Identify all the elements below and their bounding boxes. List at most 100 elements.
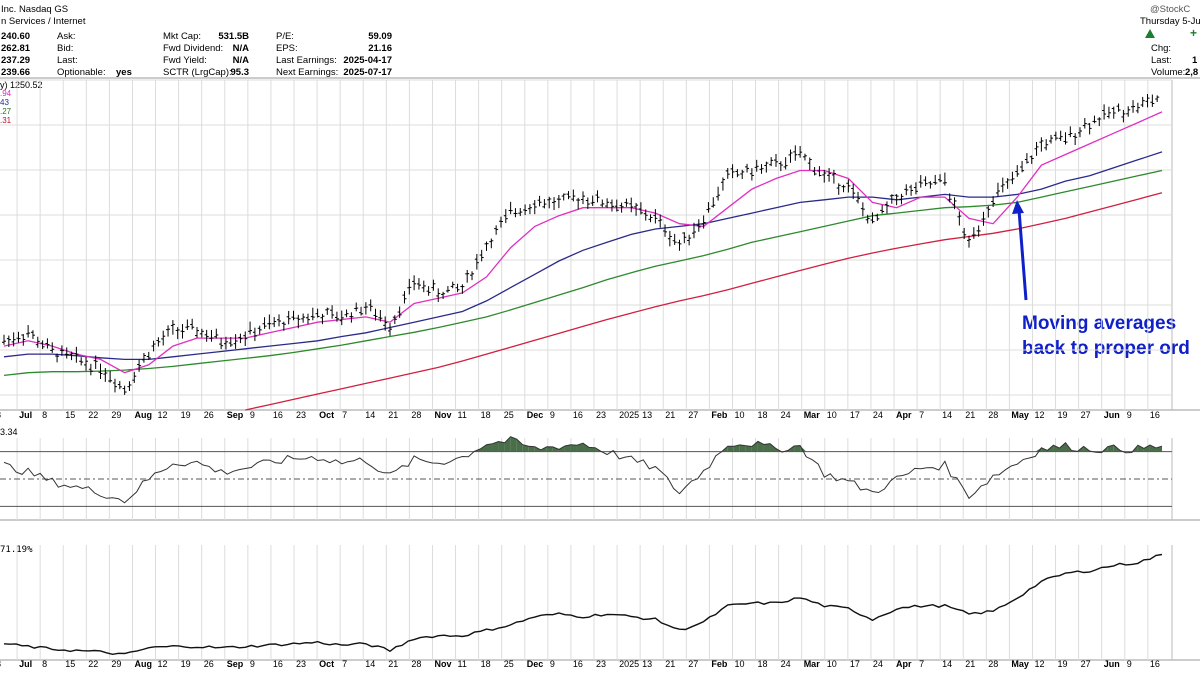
x-tick-label-0-46: 19: [1058, 410, 1068, 420]
ma-line-1: [3, 111, 1163, 374]
x-tick-label-0-6: Aug: [134, 410, 152, 420]
x-tick-label-0-26: 23: [596, 410, 606, 420]
x-tick-label-1-44: May: [1011, 659, 1029, 669]
x-tick-label-1-10: Sep: [227, 659, 244, 669]
indicator-fill: [794, 445, 801, 452]
indicator-fill: [763, 443, 770, 452]
x-tick-label-1-24: 9: [550, 659, 555, 669]
x-tick-label-0-11: 9: [250, 410, 255, 420]
x-tick-label-1-36: 10: [827, 659, 837, 669]
x-tick-label-0-8: 19: [181, 410, 191, 420]
x-tick-label-1-14: Oct: [319, 659, 334, 669]
volume-label: Volume:: [1151, 67, 1186, 78]
x-tick-label-1-17: 21: [388, 659, 398, 669]
x-tick-label-0-22: 25: [504, 410, 514, 420]
x-tick-label-0-32: 10: [734, 410, 744, 420]
x-tick-label-0-3: 15: [65, 410, 75, 420]
bid-label: Bid:: [57, 43, 74, 54]
price-value-4: 239.66: [1, 67, 31, 78]
x-tick-label-0-19: Nov: [434, 410, 451, 420]
x-tick-label-1-22: 25: [504, 659, 514, 669]
x-tick-label-0-1: Jul: [19, 410, 32, 420]
indicator-fill: [564, 444, 571, 452]
x-tick-label-0-36: 10: [827, 410, 837, 420]
x-tick-label-1-20: 11: [458, 659, 467, 669]
price-value-2: 262.81: [1, 43, 31, 54]
indicator-fill: [546, 446, 553, 452]
legend-ma-2: 43: [0, 98, 9, 107]
fwd-dividend-value: N/A: [232, 43, 249, 54]
optionable-label: Optionable:: [57, 67, 106, 78]
x-tick-label-0-39: Apr: [896, 410, 912, 420]
x-tick-label-1-50: 16: [1150, 659, 1160, 669]
indicator-fill: [1137, 445, 1144, 452]
x-tick-label-1-6: Aug: [134, 659, 152, 669]
x-tick-label-1-7: 12: [158, 659, 168, 669]
annotation-arrowhead-icon: [1012, 200, 1024, 214]
indicator-fill: [510, 436, 517, 452]
indicator-fill: [589, 447, 596, 452]
indicator-fill: [480, 444, 487, 452]
x-tick-label-1-25: 16: [573, 659, 583, 669]
x-tick-label-1-1: Jul: [19, 659, 32, 669]
indicator-fill: [733, 444, 740, 452]
x-tick-label-0-5: 29: [111, 410, 121, 420]
pe-value: 59.09: [368, 31, 392, 42]
mktcap-value: 531.5B: [218, 31, 249, 42]
x-tick-label-0-37: 17: [850, 410, 860, 420]
performance-line: [3, 553, 1163, 656]
indicator-fill: [613, 450, 620, 452]
mktcap-label: Mkt Cap:: [163, 31, 202, 42]
x-tick-label-1-45: 12: [1034, 659, 1044, 669]
x-tick-label-0-43: 28: [988, 410, 998, 420]
x-tick-label-0-30: 27: [688, 410, 698, 420]
x-tick-label-0-50: 16: [1150, 410, 1160, 420]
indicator-fill: [745, 445, 752, 452]
x-tick-label-0-44: May: [1011, 410, 1029, 420]
x-tick-label-1-41: 14: [942, 659, 952, 669]
indicator-fill: [739, 444, 746, 452]
x-tick-label-0-38: 24: [873, 410, 883, 420]
indicator-fill: [492, 441, 499, 452]
perf-label: 71.19%: [0, 545, 33, 555]
x-tick-label-0-9: 26: [204, 410, 214, 420]
indicator-fill: [504, 436, 511, 452]
annotation-line-1: Moving averages: [1022, 313, 1177, 334]
x-tick-label-0-25: 16: [573, 410, 583, 420]
indicator-fill: [1149, 445, 1156, 452]
x-tick-label-0-41: 14: [942, 410, 952, 420]
x-tick-label-1-3: 15: [65, 659, 75, 669]
x-tick-label-1-30: 27: [688, 659, 698, 669]
x-tick-label-0-31: Feb: [711, 410, 728, 420]
x-tick-label-0-17: 21: [388, 410, 398, 420]
x-tick-label-1-13: 23: [296, 659, 306, 669]
volume-value: 2,8: [1185, 67, 1199, 78]
x-tick-label-0-12: 16: [273, 410, 283, 420]
indicator-fill: [516, 439, 523, 452]
x-tick-label-1-37: 17: [850, 659, 860, 669]
x-tick-label-0-23: Dec: [527, 410, 544, 420]
fwd-yield-value: N/A: [232, 55, 249, 66]
x-tick-label-0-4: 22: [88, 410, 98, 420]
x-tick-label-0-48: Jun: [1104, 410, 1120, 420]
eps-value: 21.16: [368, 43, 392, 54]
last-earnings-value: 2025-04-17: [343, 55, 392, 66]
indicator-fill: [570, 444, 577, 452]
price-value-1: 240.60: [1, 31, 31, 42]
x-tick-label-0-20: 11: [458, 410, 467, 420]
x-tick-label-0-34: 24: [781, 410, 791, 420]
sctr-label: SCTR (LrgCap):: [163, 67, 232, 78]
last-earnings-label: Last Earnings:: [276, 55, 337, 66]
plus-icon: +: [1190, 26, 1198, 40]
x-tick-label-1-34: 24: [781, 659, 791, 669]
x-tick-label-1-26: 23: [596, 659, 606, 669]
sctr-value: 95.3: [230, 67, 250, 78]
x-tick-label-0-16: 14: [365, 410, 375, 420]
x-tick-label-0-24: 9: [550, 410, 555, 420]
fwd-dividend-label: Fwd Dividend:: [163, 43, 224, 54]
last-right-label: Last:: [1151, 55, 1172, 66]
x-tick-label-0-13: 23: [296, 410, 306, 420]
x-tick-label-0-10: Sep: [227, 410, 244, 420]
x-tick-label-0-2: 8: [42, 410, 47, 420]
x-tick-label-1-46: 19: [1058, 659, 1068, 669]
